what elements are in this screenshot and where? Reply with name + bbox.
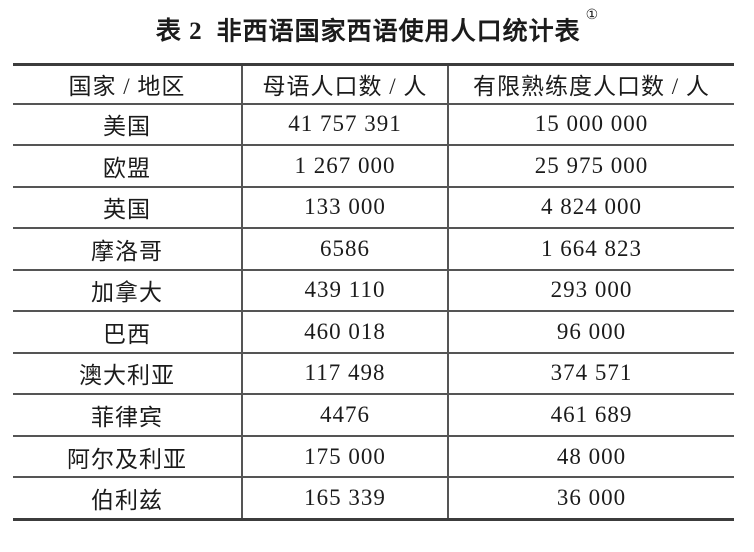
table-row: 欧盟 1 267 000 25 975 000 [13,145,734,188]
table-row: 巴西 460 018 96 000 [13,311,734,354]
table-number: 表 2 [155,18,203,46]
table-row: 伯利兹 165 339 36 000 [13,477,734,521]
table-row: 澳大利亚 117 498 374 571 [13,352,734,396]
cell-native-speakers: 4476 [242,394,449,437]
cell-limited-proficiency: 293 000 [448,269,734,313]
cell-limited-proficiency: 4 824 000 [448,186,734,230]
cell-country: 加拿大 [13,269,243,313]
header-row: 国家 / 地区 母语人口数 / 人 有限熟练度人口数 / 人 [13,64,734,105]
cell-limited-proficiency: 374 571 [448,352,734,396]
col-header-country: 国家 / 地区 [13,64,243,105]
cell-country: 阿尔及利亚 [13,435,243,479]
cell-country: 澳大利亚 [13,352,243,396]
cell-limited-proficiency: 48 000 [448,435,734,479]
table-title-text: 非西语国家西语使用人口统计表 [216,18,581,46]
col-header-limited-proficiency: 有限熟练度人口数 / 人 [448,64,734,105]
table-row: 加拿大 439 110 293 000 [13,269,734,313]
table-row: 菲律宾 4476 461 689 [13,394,734,437]
table-row: 阿尔及利亚 175 000 48 000 [13,435,734,479]
cell-country: 美国 [13,103,243,147]
table-row: 美国 41 757 391 15 000 000 [13,103,734,147]
cell-native-speakers: 439 110 [242,269,449,313]
cell-limited-proficiency: 36 000 [448,477,734,521]
cell-native-speakers: 165 339 [242,477,449,521]
cell-country: 欧盟 [13,145,243,188]
cell-native-speakers: 1 267 000 [242,145,449,188]
cell-country: 伯利兹 [13,477,243,521]
cell-limited-proficiency: 25 975 000 [448,145,734,188]
table-caption: 表 2 非西语国家西语使用人口统计表 ① [0,8,754,49]
cell-native-speakers: 117 498 [242,352,449,396]
cell-native-speakers: 175 000 [242,435,449,479]
cell-limited-proficiency: 96 000 [448,311,734,354]
cell-native-speakers: 460 018 [242,311,449,354]
population-statistics-table: 国家 / 地区 母语人口数 / 人 有限熟练度人口数 / 人 美国 41 757… [13,63,734,521]
footnote-mark: ① [585,8,599,23]
cell-country: 英国 [13,186,243,230]
cell-limited-proficiency: 15 000 000 [448,103,734,147]
table-row: 英国 133 000 4 824 000 [13,186,734,230]
cell-native-speakers: 133 000 [242,186,449,230]
col-header-native-speakers: 母语人口数 / 人 [242,64,449,105]
cell-country: 菲律宾 [13,394,243,437]
cell-native-speakers: 41 757 391 [242,103,449,147]
cell-native-speakers: 6586 [242,228,449,271]
cell-limited-proficiency: 461 689 [448,394,734,437]
cell-limited-proficiency: 1 664 823 [448,228,734,271]
table-row: 摩洛哥 6586 1 664 823 [13,228,734,271]
cell-country: 摩洛哥 [13,228,243,271]
cell-country: 巴西 [13,311,243,354]
